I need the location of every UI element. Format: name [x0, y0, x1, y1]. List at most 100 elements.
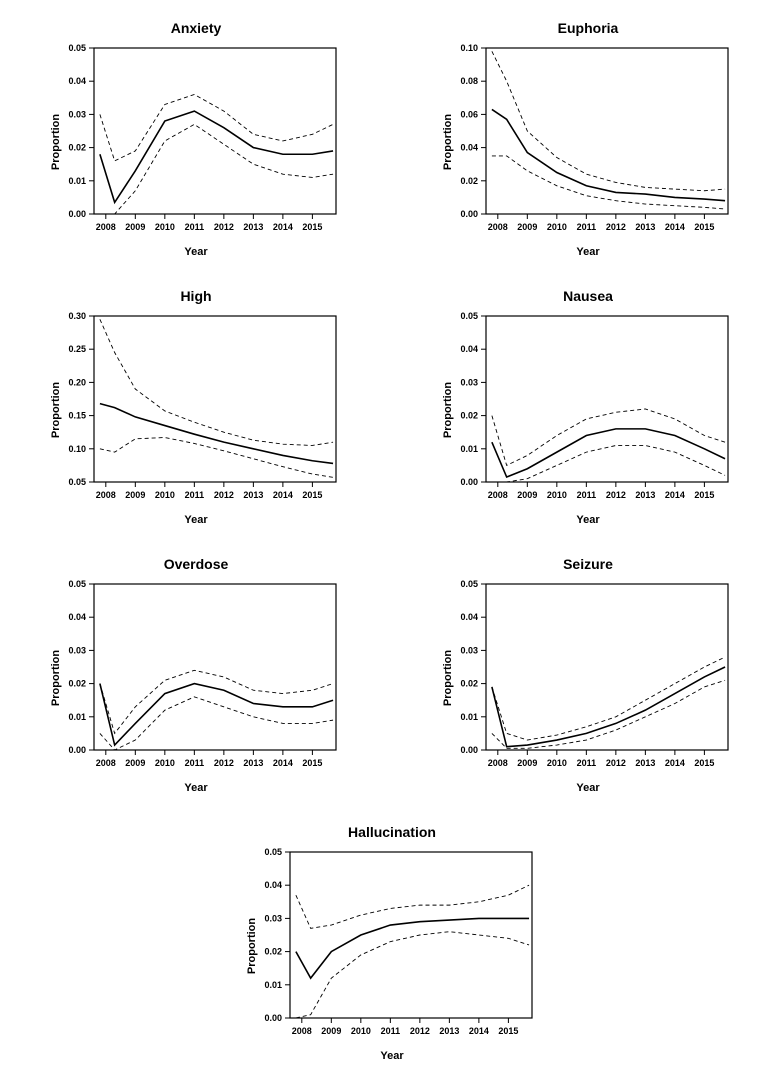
svg-text:0.00: 0.00: [460, 477, 478, 487]
ci-upper-line: [100, 94, 333, 160]
svg-text:2008: 2008: [96, 490, 116, 500]
svg-text:2012: 2012: [214, 490, 234, 500]
svg-text:0.00: 0.00: [68, 745, 86, 755]
svg-text:0.04: 0.04: [68, 76, 86, 86]
svg-text:0.25: 0.25: [68, 344, 86, 354]
chart-panel-high: HighProportion0.050.100.150.200.250.3020…: [20, 288, 372, 526]
svg-text:0.02: 0.02: [460, 411, 478, 421]
svg-text:2014: 2014: [273, 490, 293, 500]
chart-title: Anxiety: [171, 20, 222, 36]
svg-text:2008: 2008: [292, 1026, 312, 1036]
x-axis-label: Year: [46, 782, 346, 794]
x-axis-label: Year: [438, 514, 738, 526]
chart-title: Overdose: [164, 556, 229, 572]
svg-text:2011: 2011: [185, 222, 205, 232]
svg-text:0.10: 0.10: [68, 444, 86, 454]
chart-title: Hallucination: [348, 824, 436, 840]
svg-text:0.01: 0.01: [68, 712, 86, 722]
svg-text:0.05: 0.05: [68, 477, 86, 487]
svg-text:2013: 2013: [243, 758, 263, 768]
svg-text:2011: 2011: [185, 758, 205, 768]
y-axis-label: Proportion: [442, 114, 454, 170]
x-axis-label: Year: [438, 246, 738, 258]
svg-text:2014: 2014: [469, 1026, 489, 1036]
svg-text:0.05: 0.05: [460, 579, 478, 589]
svg-text:2010: 2010: [155, 490, 175, 500]
svg-text:0.02: 0.02: [460, 679, 478, 689]
charts-grid: Anxiety Proportion 0.00 0.01 0.02 0.03 0.04 0.0…: [20, 20, 764, 1062]
svg-text:0.03: 0.03: [68, 109, 86, 119]
svg-text:2015: 2015: [694, 490, 714, 500]
svg-text:2008: 2008: [488, 222, 508, 232]
svg-text:2010: 2010: [351, 1026, 371, 1036]
mean-line: [100, 111, 333, 202]
chart-title: Seizure: [563, 556, 613, 572]
line-chart: 0.000.010.020.030.040.052008200920102011…: [242, 846, 542, 1046]
y-axis-label: Proportion: [50, 382, 62, 438]
line-chart: 0.050.100.150.200.250.302008200920102011…: [46, 310, 346, 510]
svg-text:0.05: 0.05: [68, 579, 86, 589]
plot-wrap: Proportion0.000.010.020.030.040.05200820…: [242, 846, 542, 1046]
svg-text:2011: 2011: [185, 490, 205, 500]
svg-text:0.15: 0.15: [68, 411, 86, 421]
svg-text:2012: 2012: [606, 222, 626, 232]
mean-line: [296, 918, 529, 978]
line-chart: 0.000.010.020.030.040.052008200920102011…: [438, 310, 738, 510]
svg-text:2009: 2009: [125, 222, 145, 232]
svg-text:0.00: 0.00: [460, 209, 478, 219]
plot-wrap: Proportion0.000.010.020.030.040.05200820…: [46, 578, 346, 778]
svg-text:2014: 2014: [665, 490, 685, 500]
ci-upper-line: [492, 409, 725, 465]
chart-title: Euphoria: [558, 20, 619, 36]
svg-text:0.05: 0.05: [264, 847, 282, 857]
x-axis-label: Year: [46, 246, 346, 258]
svg-text:2015: 2015: [302, 758, 322, 768]
svg-text:2008: 2008: [488, 490, 508, 500]
svg-text:0.02: 0.02: [68, 679, 86, 689]
svg-text:2011: 2011: [577, 490, 597, 500]
svg-text:2013: 2013: [635, 758, 655, 768]
svg-text:2015: 2015: [694, 222, 714, 232]
svg-text:0.03: 0.03: [264, 913, 282, 923]
svg-text:2015: 2015: [302, 222, 322, 232]
svg-text:2011: 2011: [577, 758, 597, 768]
svg-text:0.01: 0.01: [460, 712, 478, 722]
svg-text:2012: 2012: [606, 758, 626, 768]
line-chart: 0.000.020.040.060.080.102008200920102011…: [438, 42, 738, 242]
chart-panel-overdose: OverdoseProportion0.000.010.020.030.040.…: [20, 556, 372, 794]
svg-text:2012: 2012: [214, 758, 234, 768]
svg-text:0.04: 0.04: [460, 143, 478, 153]
svg-text:2009: 2009: [517, 758, 537, 768]
svg-text:0.04: 0.04: [68, 612, 86, 622]
plot-wrap: Proportion0.000.010.020.030.040.05200820…: [438, 310, 738, 510]
plot-wrap: Proportion0.000.010.020.030.040.05200820…: [46, 42, 346, 242]
svg-text:0.05: 0.05: [460, 311, 478, 321]
plot-wrap: Proportion0.050.100.150.200.250.30200820…: [46, 310, 346, 510]
svg-text:2014: 2014: [665, 758, 685, 768]
svg-text:2008: 2008: [96, 222, 116, 232]
svg-text:0.04: 0.04: [264, 880, 282, 890]
svg-text:2013: 2013: [439, 1026, 459, 1036]
svg-text:2015: 2015: [498, 1026, 518, 1036]
ci-upper-line: [492, 51, 725, 190]
svg-text:2009: 2009: [321, 1026, 341, 1036]
svg-text:0.03: 0.03: [68, 645, 86, 655]
svg-text:0.06: 0.06: [460, 109, 478, 119]
x-axis-label: Year: [438, 782, 738, 794]
svg-text:0.05: 0.05: [68, 43, 86, 53]
ci-lower-line: [492, 445, 725, 482]
y-axis-label: Proportion: [442, 382, 454, 438]
svg-text:0.01: 0.01: [68, 176, 86, 186]
svg-text:2009: 2009: [125, 490, 145, 500]
svg-text:2013: 2013: [243, 490, 263, 500]
chart-title: High: [180, 288, 211, 304]
svg-text:2011: 2011: [381, 1026, 401, 1036]
y-axis-label: Proportion: [246, 918, 258, 974]
svg-text:2013: 2013: [243, 222, 263, 232]
x-axis-label: Year: [242, 1050, 542, 1062]
svg-text:0.01: 0.01: [264, 980, 282, 990]
mean-line: [100, 404, 333, 464]
ci-upper-line: [100, 319, 333, 445]
chart-panel-seizure: SeizureProportion0.000.010.020.030.040.0…: [412, 556, 764, 794]
y-axis-label: Proportion: [50, 114, 62, 170]
